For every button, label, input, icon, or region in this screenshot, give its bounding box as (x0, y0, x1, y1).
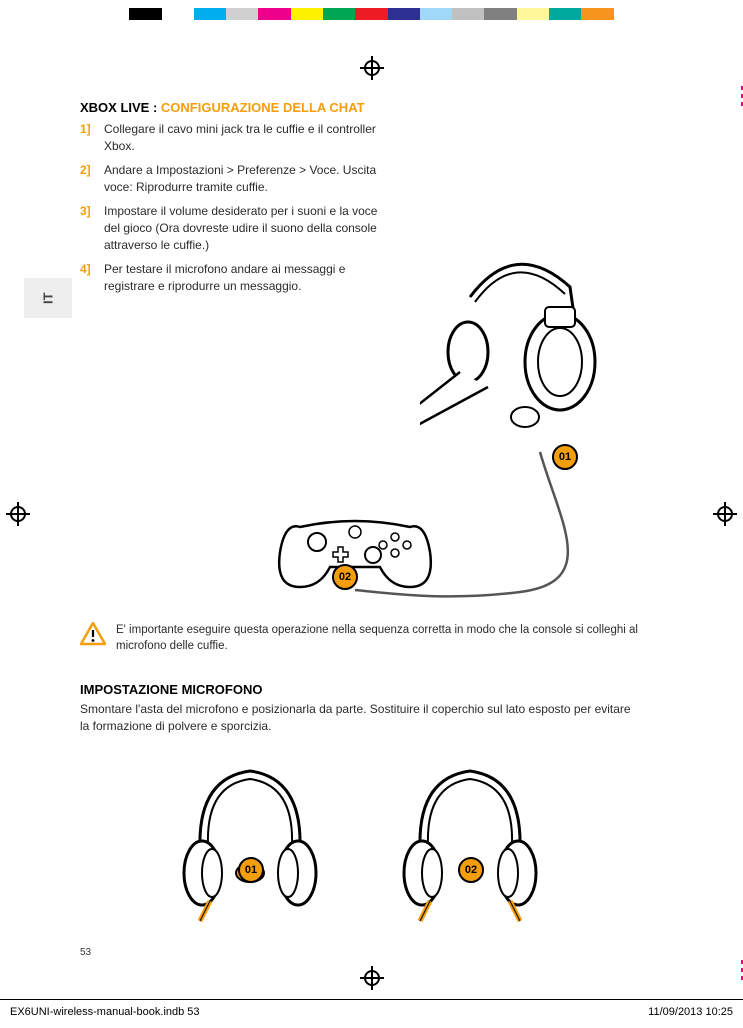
title-prefix: XBOX LIVE : (80, 100, 161, 115)
color-swatch (194, 8, 226, 20)
footer-timestamp: 11/09/2013 10:25 (648, 1006, 733, 1018)
section-heading: IMPOSTAZIONE MICROFONO (80, 682, 680, 697)
step-text: Per testare il microfono andare ai messa… (104, 261, 390, 296)
step-number: 3] (80, 203, 104, 255)
registration-mark-icon (360, 966, 384, 990)
connection-diagram: 01 02 (80, 292, 640, 602)
section-body: Smontare l'asta del microfono e posizion… (80, 701, 640, 736)
step-item: 4]Per testare il microfono andare ai mes… (80, 261, 390, 296)
footer-filename: EX6UNI-wireless-manual-book.indb 53 (10, 1006, 200, 1018)
color-swatch (581, 8, 613, 20)
color-swatch (291, 8, 323, 20)
callout-badge: 01 (552, 444, 578, 470)
section-title: XBOX LIVE : CONFIGURAZIONE DELLA CHAT (80, 100, 680, 115)
warning-note: E' importante eseguire questa operazione… (80, 622, 680, 654)
step-text: Impostare il volume desiderato per i suo… (104, 203, 390, 255)
page-content: XBOX LIVE : CONFIGURAZIONE DELLA CHAT 1]… (80, 100, 680, 953)
step-item: 2]Andare a Impostazioni > Preferenze > V… (80, 162, 390, 197)
print-footer: EX6UNI-wireless-manual-book.indb 53 11/0… (0, 999, 743, 1018)
headset-front-right: 02 (380, 753, 560, 933)
step-text: Collegare il cavo mini jack tra le cuffi… (104, 121, 390, 156)
microphone-section: IMPOSTAZIONE MICROFONO Smontare l'asta d… (80, 682, 680, 954)
color-swatch (162, 8, 194, 20)
color-swatch (452, 8, 484, 20)
color-swatch (517, 8, 549, 20)
color-swatch (355, 8, 387, 20)
color-swatch (549, 8, 581, 20)
warning-icon (80, 622, 106, 646)
headset-icon (420, 252, 610, 472)
steps-list: 1]Collegare il cavo mini jack tra le cuf… (80, 121, 390, 296)
color-swatch (484, 8, 516, 20)
printer-color-bar (0, 8, 743, 20)
page-number: 53 (80, 947, 91, 958)
color-swatch (258, 8, 290, 20)
registration-mark-icon (6, 502, 30, 526)
title-suffix: CONFIGURAZIONE DELLA CHAT (161, 100, 365, 115)
step-text: Andare a Impostazioni > Preferenze > Voc… (104, 162, 390, 197)
step-number: 2] (80, 162, 104, 197)
color-swatch (388, 8, 420, 20)
callout-badge: 02 (332, 564, 358, 590)
registration-mark-icon (360, 56, 384, 80)
step-item: 1]Collegare il cavo mini jack tra le cuf… (80, 121, 390, 156)
color-swatch (129, 8, 161, 20)
microphone-diagram: 01 02 (80, 753, 640, 953)
step-number: 1] (80, 121, 104, 156)
registration-mark-icon (713, 502, 737, 526)
step-number: 4] (80, 261, 104, 296)
warning-text: E' importante eseguire questa operazione… (116, 622, 680, 654)
step-item: 3]Impostare il volume desiderato per i s… (80, 203, 390, 255)
language-tab: IT (24, 278, 72, 318)
color-swatch (323, 8, 355, 20)
headset-front-left: 01 (160, 753, 340, 933)
color-swatch (226, 8, 258, 20)
color-swatch (420, 8, 452, 20)
